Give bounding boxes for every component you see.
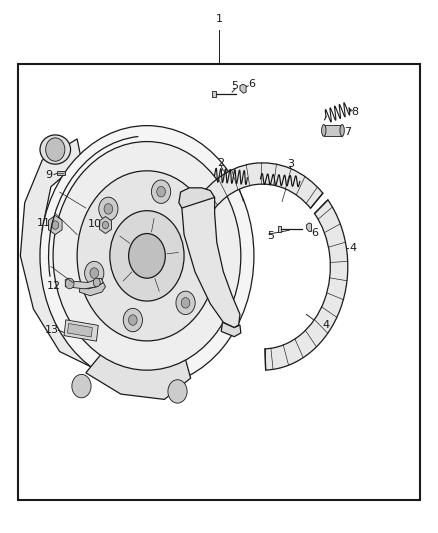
Polygon shape [182, 192, 240, 328]
Text: 2: 2 [218, 158, 225, 168]
Text: 13: 13 [45, 325, 59, 335]
Polygon shape [57, 171, 65, 175]
Circle shape [77, 171, 217, 341]
Text: 5: 5 [232, 81, 239, 91]
Circle shape [128, 315, 137, 325]
Wedge shape [191, 163, 323, 223]
Text: 8: 8 [352, 107, 359, 117]
Circle shape [72, 374, 91, 398]
Polygon shape [306, 223, 311, 231]
Ellipse shape [321, 125, 326, 136]
Text: 4: 4 [350, 243, 357, 253]
Polygon shape [240, 84, 246, 93]
Bar [212, 91, 216, 97]
Polygon shape [221, 322, 241, 337]
Circle shape [123, 309, 142, 332]
Bar [18, 64, 420, 500]
Text: 3: 3 [287, 159, 294, 169]
Polygon shape [65, 278, 103, 289]
Text: 5: 5 [267, 231, 274, 241]
Text: 9: 9 [45, 170, 52, 180]
Circle shape [85, 261, 104, 285]
Text: 6: 6 [248, 79, 255, 89]
Circle shape [40, 126, 254, 386]
Circle shape [110, 211, 184, 301]
Circle shape [102, 221, 109, 229]
Text: 12: 12 [47, 281, 61, 291]
Ellipse shape [340, 125, 344, 136]
Bar [64, 320, 98, 341]
Polygon shape [20, 139, 125, 373]
Circle shape [152, 180, 171, 204]
Text: 10: 10 [88, 219, 102, 229]
Bar [67, 324, 92, 337]
Wedge shape [265, 200, 348, 370]
Bar [324, 125, 342, 136]
Circle shape [99, 197, 118, 221]
Text: 6: 6 [311, 228, 318, 238]
Polygon shape [86, 346, 191, 399]
Circle shape [46, 138, 65, 161]
Circle shape [129, 233, 165, 278]
Circle shape [190, 227, 209, 251]
Polygon shape [179, 188, 215, 208]
Text: 7: 7 [344, 127, 351, 137]
Ellipse shape [40, 135, 71, 164]
Polygon shape [79, 282, 106, 296]
Text: 4: 4 [322, 320, 329, 330]
Circle shape [90, 268, 99, 278]
Circle shape [104, 204, 113, 214]
Circle shape [181, 297, 190, 308]
Bar [278, 226, 282, 232]
Circle shape [176, 291, 195, 314]
Circle shape [93, 278, 100, 287]
Circle shape [65, 278, 74, 289]
Text: 11: 11 [36, 218, 50, 228]
Circle shape [168, 379, 187, 403]
Circle shape [195, 233, 204, 244]
Text: 1: 1 [215, 14, 223, 25]
Circle shape [53, 142, 241, 370]
Circle shape [157, 187, 166, 197]
Circle shape [52, 221, 59, 229]
